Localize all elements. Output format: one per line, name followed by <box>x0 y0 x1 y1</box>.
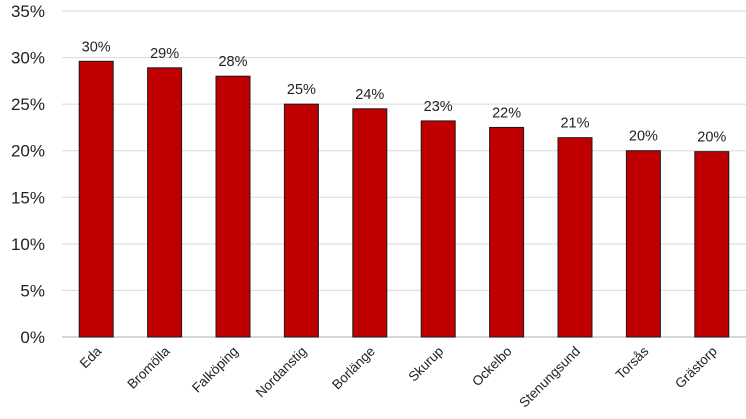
data-label: 30% <box>82 39 111 55</box>
bar <box>215 75 251 338</box>
bar <box>557 137 593 338</box>
x-category-label: Eda <box>77 343 105 371</box>
y-tick-label: 35% <box>11 2 45 21</box>
y-axis-tick-labels: 0% 5% 10% 15% 20% 25% 30% 35% <box>11 2 45 347</box>
data-label: 25% <box>287 82 316 98</box>
data-label: 24% <box>355 87 384 103</box>
data-label: 29% <box>150 46 179 62</box>
data-label: 28% <box>218 54 247 70</box>
bar <box>283 103 319 338</box>
bar <box>625 150 661 338</box>
y-tick-label: 20% <box>11 142 45 161</box>
y-tick-label: 30% <box>11 49 45 68</box>
x-category-label: Nordanstig <box>253 344 310 401</box>
x-category-label: Stenungsund <box>516 344 583 411</box>
x-axis-category-labels: Eda Bromölla Falköping Nordanstig Borlänge Sk… <box>77 343 720 410</box>
y-tick-label: 5% <box>20 281 45 300</box>
bar <box>352 108 388 338</box>
bars <box>78 60 730 338</box>
x-category-label: Falköping <box>189 344 241 396</box>
data-label: 22% <box>492 105 521 121</box>
x-category-label: Bromölla <box>124 343 173 392</box>
data-label: 20% <box>629 129 658 145</box>
y-tick-label: 10% <box>11 235 45 254</box>
bar <box>78 60 114 338</box>
data-label: 21% <box>560 116 589 132</box>
data-label: 20% <box>697 130 726 146</box>
bar <box>489 126 525 338</box>
x-category-label: Grästorp <box>672 344 720 392</box>
y-tick-label: 0% <box>20 328 45 347</box>
bar <box>694 151 730 338</box>
bar <box>147 67 183 338</box>
x-category-label: Borlänge <box>329 344 378 393</box>
data-labels: 30% 29% 28% 25% 24% 23% 22% 21% 20% 20% <box>82 39 727 145</box>
bar <box>420 120 456 338</box>
y-tick-label: 15% <box>11 188 45 207</box>
data-label: 23% <box>424 99 453 115</box>
x-category-label: Torsås <box>613 343 652 382</box>
y-tick-label: 25% <box>11 95 45 114</box>
x-category-label: Ockelbo <box>469 344 515 390</box>
x-category-label: Skurup <box>405 344 446 385</box>
